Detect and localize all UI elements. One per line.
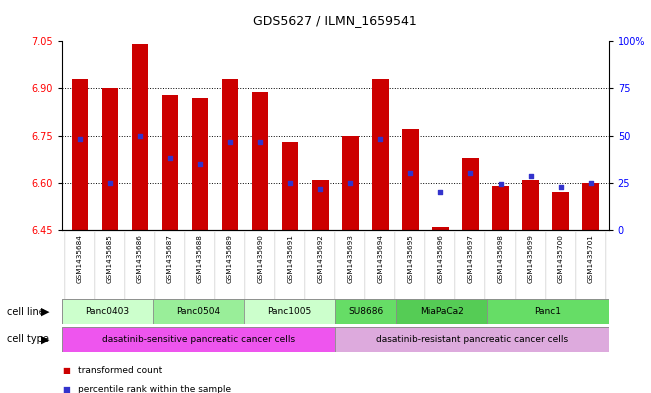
Bar bbox=[312, 180, 329, 230]
Bar bbox=[153, 299, 244, 324]
Point bbox=[135, 132, 145, 139]
Bar bbox=[487, 299, 609, 324]
Bar bbox=[222, 79, 238, 230]
Bar bbox=[432, 227, 449, 230]
Bar bbox=[62, 327, 335, 352]
Text: GSM1435688: GSM1435688 bbox=[197, 234, 203, 283]
Bar bbox=[102, 88, 118, 230]
Point bbox=[105, 180, 115, 186]
Bar bbox=[583, 183, 599, 230]
Text: GSM1435693: GSM1435693 bbox=[347, 234, 353, 283]
Bar bbox=[282, 142, 298, 230]
Text: GSM1435695: GSM1435695 bbox=[408, 234, 413, 283]
Text: SU8686: SU8686 bbox=[348, 307, 383, 316]
Bar bbox=[492, 186, 509, 230]
Point bbox=[255, 139, 266, 145]
Point bbox=[525, 173, 536, 180]
Text: Panc1: Panc1 bbox=[534, 307, 561, 316]
Bar bbox=[462, 158, 478, 230]
Bar bbox=[335, 327, 609, 352]
Text: Panc0504: Panc0504 bbox=[176, 307, 221, 316]
Bar bbox=[342, 136, 359, 230]
Bar bbox=[192, 98, 208, 230]
Point bbox=[195, 161, 205, 167]
Text: GSM1435690: GSM1435690 bbox=[257, 234, 263, 283]
Point bbox=[495, 181, 506, 187]
Text: GSM1435697: GSM1435697 bbox=[467, 234, 473, 283]
Point bbox=[436, 189, 446, 195]
Text: ■: ■ bbox=[62, 366, 70, 375]
Text: GSM1435689: GSM1435689 bbox=[227, 234, 233, 283]
Text: ■: ■ bbox=[62, 385, 70, 393]
Text: dasatinib-sensitive pancreatic cancer cells: dasatinib-sensitive pancreatic cancer ce… bbox=[102, 335, 295, 344]
Bar bbox=[244, 299, 335, 324]
Text: cell line: cell line bbox=[7, 307, 44, 317]
Text: GSM1435685: GSM1435685 bbox=[107, 234, 113, 283]
Point bbox=[225, 139, 235, 145]
Text: GSM1435698: GSM1435698 bbox=[497, 234, 503, 283]
Bar bbox=[72, 79, 88, 230]
Text: GDS5627 / ILMN_1659541: GDS5627 / ILMN_1659541 bbox=[253, 14, 417, 27]
Point bbox=[285, 180, 296, 186]
Text: GSM1435686: GSM1435686 bbox=[137, 234, 143, 283]
Bar bbox=[552, 192, 569, 230]
Text: GSM1435699: GSM1435699 bbox=[527, 234, 534, 283]
Text: transformed count: transformed count bbox=[78, 366, 162, 375]
Point bbox=[315, 186, 326, 192]
Text: GSM1435687: GSM1435687 bbox=[167, 234, 173, 283]
Bar bbox=[161, 95, 178, 230]
Point bbox=[585, 180, 596, 186]
Text: GSM1435694: GSM1435694 bbox=[378, 234, 383, 283]
Text: Panc0403: Panc0403 bbox=[85, 307, 130, 316]
Text: GSM1435691: GSM1435691 bbox=[287, 234, 293, 283]
Text: percentile rank within the sample: percentile rank within the sample bbox=[78, 385, 231, 393]
Text: ▶: ▶ bbox=[41, 334, 49, 344]
Text: GSM1435700: GSM1435700 bbox=[558, 234, 564, 283]
Point bbox=[75, 136, 85, 142]
Text: GSM1435701: GSM1435701 bbox=[588, 234, 594, 283]
Text: MiaPaCa2: MiaPaCa2 bbox=[420, 307, 464, 316]
Point bbox=[165, 154, 175, 161]
Point bbox=[375, 136, 385, 142]
Point bbox=[465, 170, 476, 176]
Bar bbox=[132, 44, 148, 230]
Point bbox=[555, 184, 566, 191]
Point bbox=[345, 180, 355, 186]
Text: Panc1005: Panc1005 bbox=[268, 307, 312, 316]
Text: ▶: ▶ bbox=[41, 307, 49, 317]
Bar bbox=[402, 129, 419, 230]
Text: cell type: cell type bbox=[7, 334, 48, 344]
Bar bbox=[522, 180, 539, 230]
Text: GSM1435696: GSM1435696 bbox=[437, 234, 443, 283]
Bar bbox=[372, 79, 389, 230]
Text: dasatinib-resistant pancreatic cancer cells: dasatinib-resistant pancreatic cancer ce… bbox=[376, 335, 568, 344]
Bar bbox=[62, 299, 153, 324]
Text: GSM1435692: GSM1435692 bbox=[317, 234, 324, 283]
Bar bbox=[396, 299, 487, 324]
Text: GSM1435684: GSM1435684 bbox=[77, 234, 83, 283]
Bar bbox=[252, 92, 268, 230]
Bar bbox=[335, 299, 396, 324]
Point bbox=[405, 170, 415, 176]
